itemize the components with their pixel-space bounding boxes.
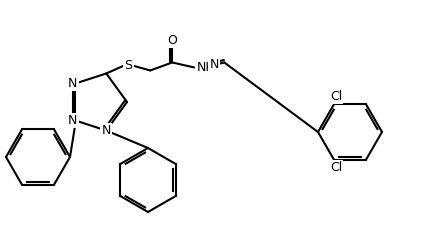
Text: O: O xyxy=(167,34,177,47)
Text: Cl: Cl xyxy=(330,90,342,103)
Text: S: S xyxy=(124,59,132,72)
Text: N: N xyxy=(102,124,111,137)
Text: N: N xyxy=(68,114,78,127)
Text: N: N xyxy=(68,77,78,90)
Text: NH: NH xyxy=(196,61,215,74)
Text: N: N xyxy=(210,58,219,71)
Text: Cl: Cl xyxy=(330,161,342,174)
